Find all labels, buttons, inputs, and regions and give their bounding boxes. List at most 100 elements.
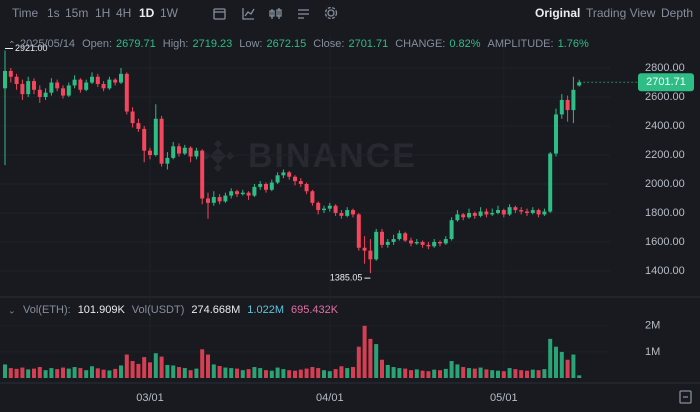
- volume-value: 274.668M: [191, 304, 241, 316]
- volume-bar: [90, 366, 94, 378]
- ohlc-header: 2025/05/14 Open: 2679.71 High: 2719.23 Low: 2…: [20, 38, 589, 50]
- volume-bar: [182, 368, 187, 378]
- volume-bar: [142, 357, 147, 378]
- candle-body: [165, 157, 170, 164]
- candle-body: [345, 210, 350, 216]
- candle-body: [530, 210, 535, 213]
- candle-body: [542, 211, 547, 215]
- candle-body: [339, 212, 344, 216]
- volume-bar: [119, 365, 123, 378]
- volume-bar: [206, 354, 210, 378]
- volume-bar: [536, 370, 541, 378]
- candle-body: [235, 191, 239, 195]
- candle-body: [449, 220, 454, 240]
- candle-body: [188, 147, 193, 157]
- interval-tab[interactable]: 1H: [95, 6, 111, 20]
- candle-body: [281, 172, 286, 176]
- volume-bar: [304, 368, 309, 378]
- volume-bar: [101, 369, 106, 378]
- header-label: AMPLITUDE:: [487, 38, 554, 50]
- candle-body: [368, 250, 373, 260]
- volume-bar: [95, 368, 100, 378]
- candle-body: [211, 197, 216, 203]
- interval-tab[interactable]: 1s: [47, 6, 60, 20]
- volume-bar: [72, 367, 77, 378]
- candle-body: [548, 153, 553, 212]
- candle-body: [467, 212, 471, 218]
- volume-bar: [20, 367, 25, 378]
- volume-bar: [66, 368, 71, 378]
- interval-tab[interactable]: 1W: [160, 6, 178, 20]
- volume-bar: [43, 370, 48, 378]
- collapse-caret[interactable]: ⌄: [8, 305, 16, 315]
- volume-bar: [548, 338, 553, 378]
- volume-header: Vol(ETH): 101.909K Vol(USDT) 274.668M 1.022M…: [20, 304, 338, 316]
- volume-bar: [8, 368, 13, 378]
- toolbar-icons[interactable]: [213, 6, 692, 404]
- volume-bar: [223, 367, 228, 378]
- candle-body: [90, 76, 94, 83]
- candle-body: [293, 176, 297, 182]
- header-value: 2719.23: [192, 38, 233, 50]
- view-tab[interactable]: Depth: [661, 6, 694, 20]
- volume-bar: [577, 375, 582, 378]
- candle-body: [14, 76, 19, 84]
- volume-bar: [153, 353, 158, 378]
- candle-body: [455, 214, 460, 221]
- candle-body: [554, 114, 558, 154]
- interval-tab[interactable]: 15m: [65, 6, 89, 20]
- view-tab[interactable]: Original: [535, 6, 581, 20]
- volume-bar: [356, 346, 361, 378]
- volume-bar: [403, 368, 408, 378]
- volume-bar: [252, 367, 257, 378]
- y-tick-label: 1800.00: [645, 207, 685, 219]
- header-value: 2701.71: [348, 38, 389, 50]
- candle-body: [310, 191, 315, 203]
- candle-body: [26, 81, 31, 95]
- volume-bar: [316, 368, 321, 378]
- interval-tab[interactable]: 4H: [116, 6, 132, 20]
- volume-bar: [240, 370, 245, 378]
- candle-body: [55, 82, 60, 89]
- collapse-caret[interactable]: ⌃: [8, 39, 16, 49]
- volume-bar: [107, 370, 112, 378]
- volume-bar: [554, 346, 558, 378]
- candle-body: [432, 241, 437, 247]
- candle-body: [333, 205, 338, 213]
- candle-body: [194, 150, 199, 157]
- candle-body: [66, 85, 71, 96]
- volume-bar: [26, 369, 31, 378]
- candle-body: [177, 146, 181, 154]
- y-tick-label: 1600.00: [645, 236, 685, 248]
- volume-bar: [478, 367, 483, 378]
- candle-body: [443, 239, 448, 244]
- candle-body: [461, 214, 466, 218]
- volume-bar: [165, 364, 170, 378]
- volume-bar: [49, 368, 54, 378]
- volume-bar: [496, 370, 500, 378]
- volume-bar: [525, 370, 529, 378]
- volume-bar: [339, 366, 344, 378]
- volume-bar: [565, 359, 570, 378]
- volume-bar: [571, 354, 576, 378]
- candle-body: [43, 92, 48, 98]
- annotation: 1385.05: [330, 272, 363, 282]
- volume-bar: [37, 367, 42, 378]
- volume-value: 101.909K: [77, 304, 125, 316]
- x-tick-label: 03/01: [136, 392, 164, 404]
- candle-body: [49, 82, 54, 93]
- interval-tab[interactable]: 1D: [139, 6, 155, 20]
- y-tick-label: 2000.00: [645, 178, 685, 190]
- volume-bar: [136, 363, 141, 378]
- view-tab[interactable]: Trading View: [586, 6, 656, 20]
- candle-body: [327, 205, 332, 209]
- volume-bar: [455, 364, 460, 378]
- volume-bar: [124, 354, 129, 378]
- candle-body: [223, 195, 228, 202]
- candle-body: [362, 247, 367, 251]
- volume-bar: [461, 367, 466, 378]
- candle-body: [264, 183, 268, 190]
- candle-body: [496, 210, 500, 213]
